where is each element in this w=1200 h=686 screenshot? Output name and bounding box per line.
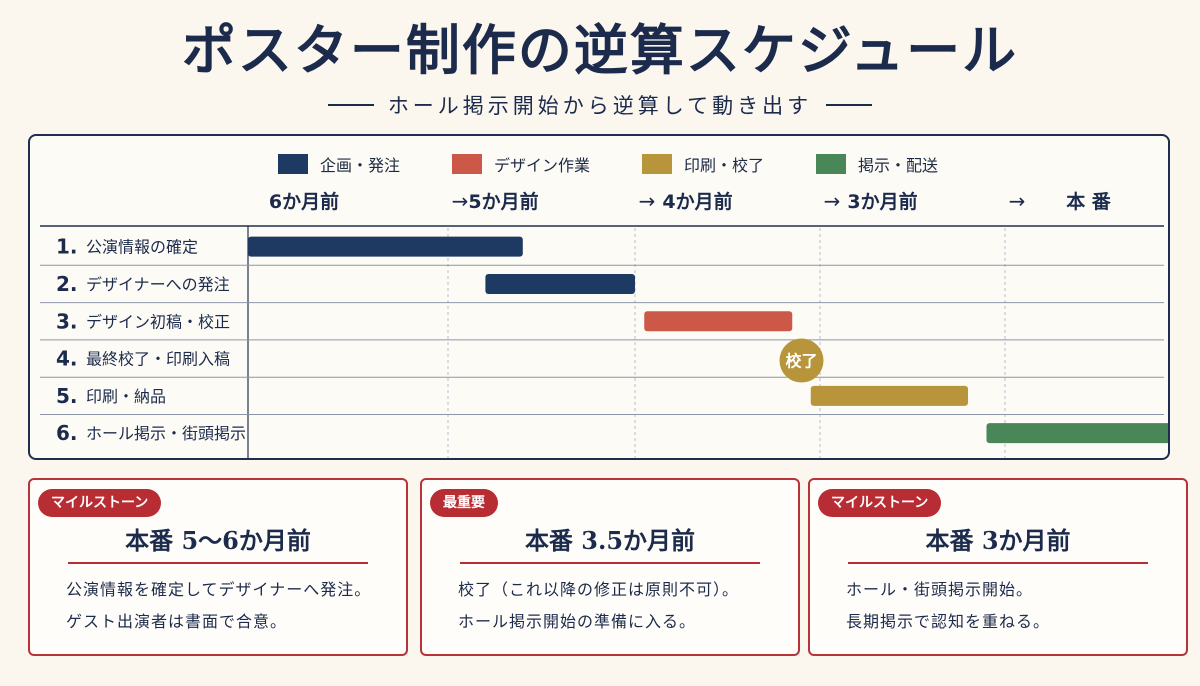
timeline-label: 3か月前 bbox=[847, 190, 917, 213]
legend-label: 企画・発注 bbox=[320, 156, 401, 175]
timeline-label: 5か月前 bbox=[468, 190, 538, 213]
milestone-marker bbox=[779, 338, 824, 383]
gantt-bar bbox=[485, 273, 635, 294]
card-divider bbox=[460, 562, 760, 564]
legend-swatch bbox=[816, 154, 847, 174]
task-number: 3. bbox=[56, 309, 78, 333]
card-divider bbox=[848, 562, 1148, 564]
legend-label: 印刷・校了 bbox=[684, 156, 765, 175]
task-label: 最終校了・印刷入稿 bbox=[86, 350, 230, 369]
card-body: ホール・街頭掲示開始。 長期掲示で認知を重ねる。 bbox=[846, 574, 1170, 638]
task-label: デザイナーへの発注 bbox=[86, 275, 230, 294]
legend: 企画・発注 デザイン作業 印刷・校了 掲示・配送 bbox=[278, 152, 990, 176]
task-label: 公演情報の確定 bbox=[86, 238, 198, 257]
card-tag: マイルストーン bbox=[38, 489, 162, 517]
timeline-arrow: → bbox=[639, 189, 656, 213]
gantt-bar bbox=[986, 423, 1168, 444]
timeline-arrow: → bbox=[824, 189, 841, 213]
legend-label: 掲示・配送 bbox=[858, 156, 939, 175]
task-label: デザイン初稿・校正 bbox=[86, 312, 230, 331]
card-tag: 最重要 bbox=[430, 489, 498, 517]
card-tag: マイルストーン bbox=[818, 489, 942, 517]
task-label: ホール掲示・街頭掲示 bbox=[86, 424, 246, 443]
legend-item-posting: 掲示・配送 bbox=[816, 152, 938, 176]
timeline-label: 6か月前 bbox=[269, 190, 339, 213]
card-heading: 本番 3.5か月前 bbox=[524, 526, 696, 555]
milestone-label: 校了 bbox=[785, 352, 817, 371]
subtitle-divider-left bbox=[327, 104, 374, 106]
milestone-card-1: マイルストーン 本番 5〜6か月前 公演情報を確定してデザイナーへ発注。 ゲスト… bbox=[28, 478, 408, 656]
legend-swatch bbox=[642, 154, 673, 174]
task-number: 5. bbox=[56, 384, 78, 408]
card-line: ホール・街頭掲示開始。 bbox=[846, 580, 1034, 599]
card-body: 公演情報を確定してデザイナーへ発注。 ゲスト出演者は書面で合意。 bbox=[66, 574, 390, 638]
page-subtitle: ホール掲示開始から逆算して動き出す bbox=[387, 94, 813, 118]
legend-swatch bbox=[452, 154, 483, 174]
gantt-bar bbox=[248, 236, 523, 257]
task-number: 1. bbox=[56, 235, 78, 259]
card-heading: 本番 5〜6か月前 bbox=[125, 526, 311, 555]
legend-item-planning: 企画・発注 bbox=[278, 152, 400, 176]
milestone-card-3: マイルストーン 本番 3か月前 ホール・街頭掲示開始。 長期掲示で認知を重ねる。 bbox=[808, 478, 1188, 656]
card-divider bbox=[68, 562, 368, 564]
subtitle-row: ホール掲示開始から逆算して動き出す bbox=[0, 90, 1200, 120]
card-line: 長期掲示で認知を重ねる。 bbox=[846, 612, 1051, 631]
card-line: ゲスト出演者は書面で合意。 bbox=[66, 612, 288, 631]
card-body: 校了（これ以降の修正は原則不可）。 ホール掲示開始の準備に入る。 bbox=[458, 574, 782, 638]
task-number: 2. bbox=[56, 272, 78, 296]
card-line: ホール掲示開始の準備に入る。 bbox=[458, 612, 697, 631]
legend-label: デザイン作業 bbox=[494, 156, 591, 175]
legend-item-design: デザイン作業 bbox=[452, 152, 590, 176]
task-number: 4. bbox=[56, 347, 78, 371]
timeline-arrow: → bbox=[1009, 189, 1026, 213]
task-label: 印刷・納品 bbox=[86, 387, 166, 406]
timeline-arrow: → bbox=[452, 189, 469, 213]
page-title: ポスター制作の逆算スケジュール bbox=[181, 18, 1019, 82]
milestone-card-2: 最重要 本番 3.5か月前 校了（これ以降の修正は原則不可）。 ホール掲示開始の… bbox=[420, 478, 800, 656]
timeline-label: 本 番 bbox=[1066, 190, 1112, 213]
card-line: 公演情報を確定してデザイナーへ発注。 bbox=[66, 580, 372, 599]
legend-item-printing: 印刷・校了 bbox=[642, 152, 764, 176]
card-heading: 本番 3か月前 bbox=[925, 526, 1071, 555]
legend-swatch bbox=[278, 154, 308, 174]
gantt-bar bbox=[810, 385, 968, 406]
timeline-label: 4か月前 bbox=[662, 190, 732, 213]
gantt-bar bbox=[644, 311, 793, 332]
gantt-panel: 企画・発注 デザイン作業 印刷・校了 掲示・配送 6か月前 → 5か月前 → 4か月前 →… bbox=[28, 134, 1170, 460]
task-number: 6. bbox=[56, 421, 78, 445]
card-line: 校了（これ以降の修正は原則不可）。 bbox=[458, 580, 740, 599]
subtitle-divider-right bbox=[826, 104, 873, 106]
